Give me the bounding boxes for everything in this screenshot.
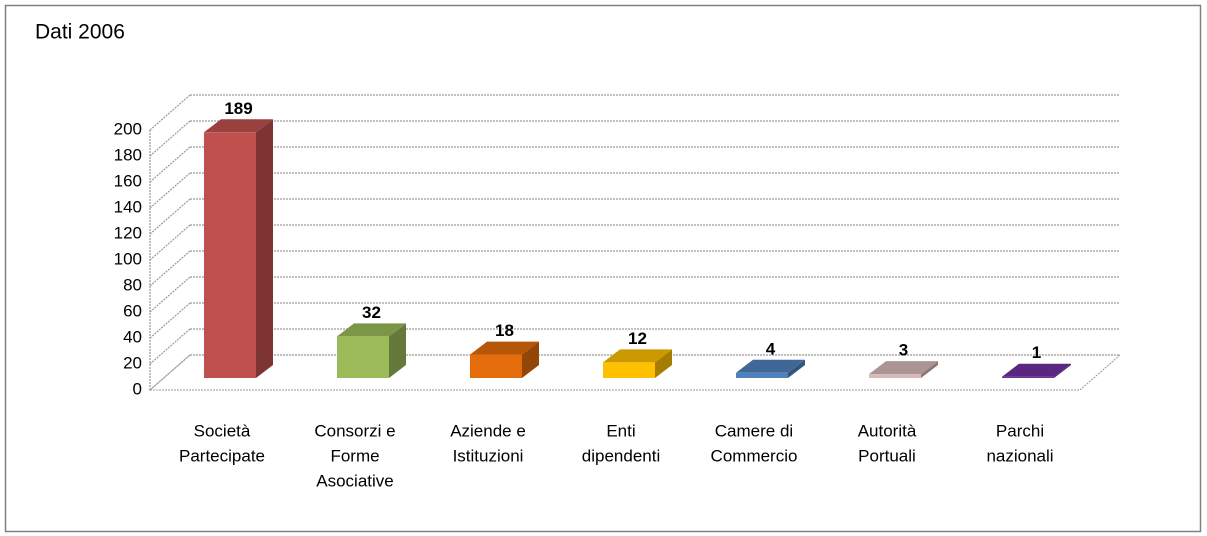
x-tick-label: Forme (330, 446, 379, 465)
y-tick-label: 80 (123, 275, 142, 294)
y-tick-label: 160 (114, 171, 142, 190)
floor (148, 354, 1122, 391)
bar (204, 132, 256, 378)
x-tick-label: Consorzi e (314, 421, 395, 440)
bar (736, 372, 788, 378)
bar-side (522, 341, 539, 378)
bar-side (921, 361, 938, 378)
data-label: 32 (362, 303, 381, 322)
data-label: 18 (495, 321, 514, 340)
data-label: 3 (899, 341, 908, 360)
bar (337, 336, 389, 378)
bar-top (1002, 363, 1071, 377)
y-tick-label: 40 (123, 327, 142, 346)
y-tick-label: 140 (114, 197, 142, 216)
bar-side (788, 359, 805, 378)
bar-top (736, 359, 805, 373)
x-tick-label: nazionali (986, 446, 1053, 465)
bar-side (389, 323, 406, 378)
bar (1002, 376, 1054, 378)
bar-top (603, 349, 672, 363)
bar-top (470, 341, 539, 355)
y-tick-label: 60 (123, 301, 142, 320)
x-tick-label: Commercio (711, 446, 798, 465)
bar-side (1054, 363, 1071, 378)
x-tick-label: Partecipate (179, 446, 265, 465)
y-tick-label: 100 (114, 249, 142, 268)
x-tick-label: dipendenti (582, 446, 660, 465)
y-tick-label: 20 (123, 353, 142, 372)
x-tick-label: Enti (606, 421, 635, 440)
y-tick-label: 180 (114, 145, 142, 164)
bar (470, 354, 522, 378)
chart-title: Dati 2006 (35, 21, 125, 44)
data-label: 189 (224, 99, 252, 118)
x-tick-label: Portuali (858, 446, 916, 465)
bar-side (256, 119, 273, 379)
bar (869, 374, 921, 378)
y-tick-label: 0 (133, 379, 142, 398)
x-tick-label: Aziende e (450, 421, 526, 440)
y-tick-label: 200 (114, 119, 142, 138)
bar-top (337, 323, 406, 337)
bar (603, 362, 655, 378)
data-label: 12 (628, 329, 647, 348)
x-tick-label: Parchi (996, 421, 1044, 440)
bar-side (655, 349, 672, 378)
x-tick-label: Istituzioni (453, 446, 524, 465)
data-label: 4 (766, 339, 776, 358)
x-tick-label: Asociative (316, 471, 393, 490)
y-tick-label: 120 (114, 223, 142, 242)
x-tick-label: Società (194, 421, 251, 440)
bar-top (869, 361, 938, 375)
x-tick-label: Camere di (715, 421, 793, 440)
bar-top (204, 119, 273, 133)
data-label: 1 (1032, 343, 1041, 362)
x-tick-label: Autorità (858, 421, 917, 440)
